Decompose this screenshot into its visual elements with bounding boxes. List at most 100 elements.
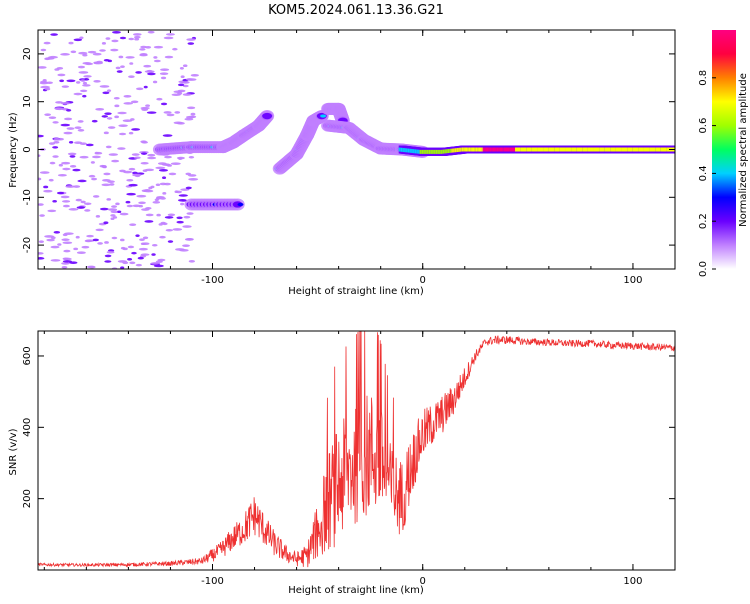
spectrogram-noise-cell	[107, 126, 116, 129]
spectrogram-noise-cell	[38, 177, 42, 181]
spectrogram-noise-cell	[50, 33, 58, 36]
spectrogram-noise-cell	[96, 60, 103, 64]
spectrogram-noise-cell	[52, 155, 59, 158]
spectrogram-noise-cell	[140, 161, 149, 165]
spectrogram-noise-cell	[187, 42, 195, 45]
spectrogram-noise-cell	[152, 80, 158, 84]
spectrogram-noise-cell	[79, 155, 89, 159]
spectrogram-noise-cell	[182, 84, 189, 88]
spectrogram-noise-cell	[131, 251, 137, 255]
spectrogram-noise-cell	[99, 49, 106, 52]
spectrogram-noise-cell	[164, 155, 172, 159]
spectrogram-band-core	[559, 147, 566, 152]
spectrogram-noise-cell	[139, 48, 146, 51]
chart-title: KOM5.2024.061.13.36.G21	[268, 3, 444, 18]
spectrogram-noise-cell	[95, 228, 104, 232]
snr-series-clip	[38, 331, 675, 568]
spectrogram-noise-cell	[138, 247, 148, 251]
spectrogram-noise-cell	[47, 209, 57, 213]
spectrogram-noise-cell	[84, 62, 94, 66]
snr-x-tick-label: 100	[623, 576, 642, 587]
spectrogram-noise-cell	[87, 50, 97, 54]
spectrogram-band-core	[565, 147, 572, 152]
snr-y-axis-label: SNR (v/v)	[8, 428, 19, 475]
spectrogram-noise-cell	[65, 185, 76, 188]
spectrogram-noise-cell	[56, 191, 65, 195]
spectrogram-noise-cell	[80, 200, 86, 204]
spectrogram-noise-cell	[49, 161, 56, 165]
spectrogram-noise-cell	[135, 71, 142, 74]
spectrogram-noise-cell	[144, 70, 155, 73]
spectrogram-noise-cell	[122, 119, 133, 123]
spectrogram-noise-cell	[60, 123, 71, 127]
colorbar-tick-label: 0.6	[698, 118, 709, 134]
spectrogram-noise-cell	[52, 146, 59, 149]
spectrogram-noise-cell	[77, 65, 86, 69]
spectrogram-noise-cell	[116, 70, 123, 73]
spectrogram-noise-cell	[155, 183, 161, 187]
spectrogram-band-core	[615, 147, 622, 152]
spectrogram-noise-cell	[61, 266, 68, 269]
spectrogram-band-core	[587, 147, 594, 152]
spectrogram-noise-cell	[117, 147, 126, 150]
spectrogram-noise-cell	[162, 192, 167, 195]
spectrogram-noise-cell	[103, 172, 111, 176]
spectrogram-noise-cell	[44, 235, 55, 238]
spectrogram-noise-cell	[174, 111, 181, 114]
spectrogram-noise-cell	[76, 251, 86, 255]
colorbar-tick-label: 0.2	[698, 213, 709, 229]
spectrogram-noise-cell	[40, 48, 47, 52]
spectrogram-peak-cell	[237, 202, 244, 207]
snr-panel: -100 0 100 200 400 600 Height of straight lin…	[8, 330, 676, 596]
spectrogram-band-core	[660, 147, 667, 152]
spectrogram-noise-cell	[153, 264, 164, 268]
spectrogram-noise-cell	[143, 85, 148, 89]
spectrogram-noise-cell	[184, 238, 194, 241]
spectrogram-noise-cell	[128, 75, 135, 79]
spectrogram-noise-cell	[83, 202, 92, 206]
spectrogram-noise-cell	[179, 249, 189, 252]
spectrogram-x-tick-label: -100	[201, 275, 224, 286]
spectrogram-noise-cell	[106, 89, 112, 92]
spectrogram-noise-cell	[111, 39, 119, 43]
spectrogram-noise-cell	[117, 210, 122, 214]
spectrogram-noise-cell	[176, 220, 184, 224]
spectrogram-noise-cell	[163, 111, 172, 114]
spectrogram-noise-cell	[53, 140, 60, 144]
spectrogram-noise-cell	[88, 174, 96, 178]
snr-y-tick-label: 600	[22, 346, 33, 365]
spectrogram-band-core	[599, 147, 606, 152]
spectrogram-noise-cell	[182, 244, 190, 247]
spectrogram-noise-cell	[91, 177, 98, 181]
spectrogram-noise-cell	[105, 145, 112, 149]
spectrogram-band-core	[571, 147, 578, 152]
spectrogram-noise-cell	[43, 189, 53, 193]
spectrogram-y-tick-label: 10	[22, 95, 33, 108]
spectrogram-noise-cell	[38, 203, 44, 206]
spectrogram-noise-cell	[180, 202, 185, 206]
spectrogram-noise-cell	[42, 78, 47, 82]
spectrogram-band-core	[543, 147, 550, 152]
colorbar-tick-label: 0.0	[698, 261, 709, 277]
spectrogram-noise-cell	[70, 50, 77, 54]
spectrogram-noise-cell	[150, 262, 160, 265]
spectrogram-noise-cell	[128, 167, 136, 171]
spectrogram-noise-cell	[69, 165, 77, 168]
spectrogram-noise-cell	[56, 67, 64, 70]
spectrogram-band-core	[576, 147, 583, 152]
spectrogram-noise-cell	[177, 83, 185, 87]
spectrogram-noise-cell	[104, 241, 109, 244]
spectrogram-noise-cell	[162, 134, 173, 137]
spectrogram-noise-cell	[166, 113, 175, 117]
spectrogram-noise-cell	[57, 173, 67, 177]
spectrogram-noise-cell	[54, 107, 65, 111]
spectrogram-noise-cell	[72, 168, 81, 172]
spectrogram-noise-cell	[129, 62, 134, 65]
spectrogram-noise-cell	[38, 257, 45, 260]
spectrogram-noise-cell	[106, 117, 113, 120]
spectrogram-noise-cell	[153, 56, 158, 59]
spectrogram-noise-cell	[125, 56, 135, 59]
spectrogram-noise-cell	[81, 245, 90, 249]
